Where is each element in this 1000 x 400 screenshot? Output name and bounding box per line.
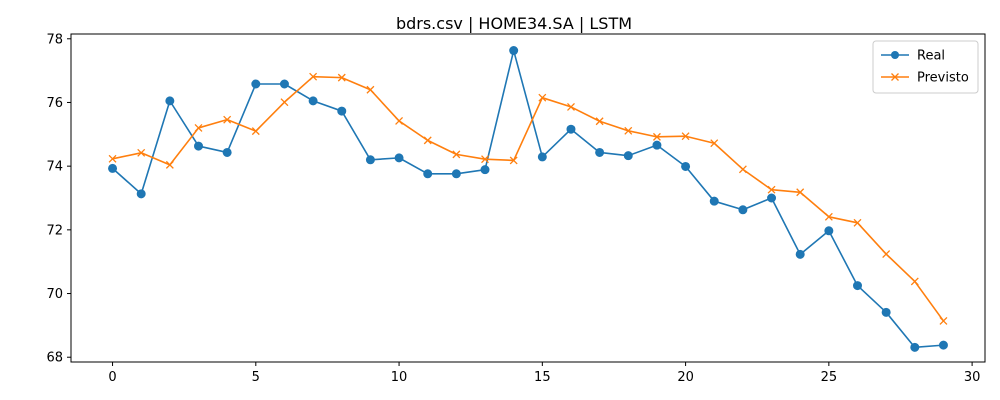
data-point-previsto xyxy=(137,148,146,157)
data-point-previsto xyxy=(882,250,891,259)
data-point-real xyxy=(595,147,605,157)
data-point-previsto xyxy=(395,116,404,125)
data-point-real xyxy=(910,342,920,352)
data-point-real xyxy=(938,340,948,350)
x-tick-label: 10 xyxy=(391,370,408,385)
legend-marker-real xyxy=(891,51,899,59)
axes-frame xyxy=(70,33,986,363)
x-tick-label: 25 xyxy=(821,370,838,385)
data-point-previsto xyxy=(194,123,203,132)
data-point-previsto xyxy=(165,160,174,169)
data-point-previsto xyxy=(108,154,117,163)
data-point-previsto xyxy=(853,218,862,227)
x-tick-label: 20 xyxy=(677,370,694,385)
plot-area xyxy=(108,46,948,352)
y-tick-label: 78 xyxy=(46,32,63,47)
data-point-real xyxy=(824,226,834,236)
data-point-real xyxy=(509,46,519,56)
data-point-real xyxy=(451,169,461,179)
data-point-previsto xyxy=(251,127,260,136)
x-tick-label: 5 xyxy=(252,370,260,385)
data-point-previsto xyxy=(567,102,575,111)
x-tick-label: 15 xyxy=(534,370,551,385)
data-point-real xyxy=(308,96,318,106)
legend-box xyxy=(872,40,979,94)
data-point-real xyxy=(365,155,375,165)
legend-label-real: Real xyxy=(917,49,945,64)
data-point-real xyxy=(136,189,146,199)
data-point-real xyxy=(165,96,175,106)
data-point-real xyxy=(623,151,633,161)
y-tick-label: 72 xyxy=(46,223,63,238)
axis-ticks: 0 5 10 15 20 25 30 68 70 72 74 76 78 xyxy=(46,32,980,385)
data-point-real xyxy=(767,193,777,203)
data-point-real xyxy=(423,169,433,179)
data-point-previsto xyxy=(910,277,919,286)
data-point-previsto xyxy=(309,72,318,81)
data-point-real xyxy=(394,153,404,163)
data-point-previsto xyxy=(452,150,461,159)
legend-label-previsto: Previsto xyxy=(917,71,969,86)
data-point-previsto xyxy=(423,136,432,145)
data-point-previsto xyxy=(652,132,661,141)
data-point-previsto xyxy=(767,185,776,194)
data-point-real xyxy=(222,147,232,157)
y-tick-label: 76 xyxy=(46,96,63,111)
data-point-previsto xyxy=(538,93,547,102)
data-point-real xyxy=(480,165,490,175)
data-point-previsto xyxy=(366,85,375,94)
data-point-real xyxy=(852,281,862,291)
data-point-previsto xyxy=(824,212,833,221)
data-point-real xyxy=(709,196,719,206)
y-tick-label: 68 xyxy=(46,351,63,366)
legend-marker-previsto xyxy=(891,73,899,81)
y-tick-label: 74 xyxy=(46,160,63,175)
data-point-real xyxy=(738,205,748,215)
data-point-real xyxy=(251,79,261,89)
data-point-real xyxy=(537,152,547,162)
data-point-previsto xyxy=(595,117,604,126)
data-point-previsto xyxy=(337,73,346,82)
data-point-previsto xyxy=(710,139,719,148)
data-point-previsto xyxy=(481,155,489,164)
data-point-real xyxy=(681,161,691,171)
data-point-real xyxy=(337,106,347,116)
data-point-previsto xyxy=(796,188,805,197)
series-line-real xyxy=(112,49,944,349)
data-point-previsto xyxy=(939,316,948,325)
data-point-previsto xyxy=(280,98,289,107)
data-point-previsto xyxy=(681,132,690,141)
data-point-real xyxy=(566,124,576,134)
data-point-previsto xyxy=(223,115,232,124)
series-line-previsto xyxy=(112,75,945,322)
data-point-real xyxy=(108,163,118,173)
x-tick-label: 30 xyxy=(964,370,981,385)
data-point-real xyxy=(652,140,662,150)
data-point-previsto xyxy=(624,126,633,135)
legend: Real Previsto xyxy=(872,40,979,94)
data-point-previsto xyxy=(738,165,747,174)
y-tick-label: 70 xyxy=(46,287,63,302)
x-tick-label: 0 xyxy=(108,370,116,385)
data-point-real xyxy=(279,79,289,89)
data-point-real xyxy=(795,249,805,259)
data-point-previsto xyxy=(509,156,518,165)
chart-title: bdrs.csv | HOME34.SA | LSTM xyxy=(396,14,632,33)
data-point-real xyxy=(194,141,204,151)
data-point-real xyxy=(881,307,891,317)
